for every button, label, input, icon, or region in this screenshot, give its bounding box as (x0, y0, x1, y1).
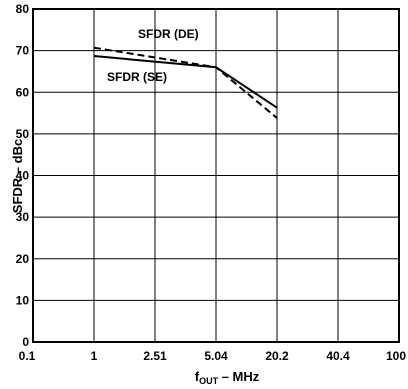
x-tick-label: 2.51 (143, 349, 167, 363)
y-tick-label: 70 (16, 44, 30, 58)
y-tick-label: 40 (16, 169, 30, 183)
x-tick-labels: 0.1 1 2.51 5.04 20.2 40.4 100 (19, 349, 407, 363)
series-label-se: SFDR (SE) (107, 70, 167, 84)
y-tick-label: 60 (16, 85, 30, 99)
y-axis-label: SFDR – dBc (10, 139, 25, 213)
x-tick-label: 0.1 (19, 349, 36, 363)
plot-frame (32, 8, 400, 343)
y-tick-label: 80 (16, 2, 30, 16)
series-label-de: SFDR (DE) (138, 27, 199, 41)
y-tick-label: 30 (16, 210, 30, 224)
x-tick-label: 40.4 (326, 349, 350, 363)
x-tick-label: 1 (91, 349, 98, 363)
y-tick-label: 10 (16, 293, 30, 307)
x-tick-label: 20.2 (265, 349, 289, 363)
x-axis-label-rest: – MHz (218, 369, 260, 384)
x-axis-label-sub: OUT (199, 376, 219, 386)
series-line-de (93, 46, 278, 119)
y-tick-labels: 0 10 20 30 40 50 60 70 80 (16, 2, 30, 349)
x-axis-label-main: f (195, 369, 200, 384)
series-lines (93, 46, 278, 119)
y-tick-label: 50 (16, 127, 30, 141)
y-tick-label: 0 (22, 335, 29, 349)
x-tick-label: 5.04 (204, 349, 228, 363)
x-tick-label: 100 (386, 349, 406, 363)
y-tick-label: 20 (16, 252, 30, 266)
grid (33, 9, 399, 342)
x-axis-label: fOUT – MHz (195, 369, 260, 386)
